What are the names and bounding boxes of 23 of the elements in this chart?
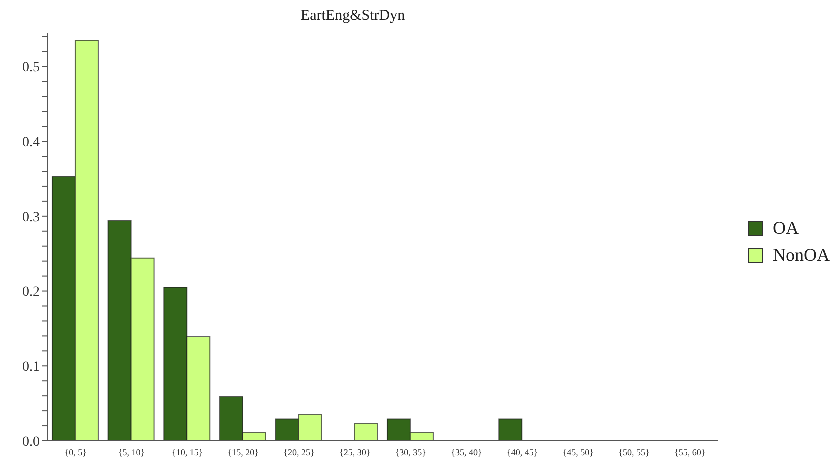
bar bbox=[498, 418, 523, 441]
y-tick-label: 0.5 bbox=[22, 60, 40, 76]
x-tick-label: {15, 20} bbox=[228, 447, 259, 458]
x-tick-label: {50, 55} bbox=[618, 447, 650, 458]
x-tick-label: {40, 45} bbox=[507, 447, 538, 458]
y-tick-label: 0.4 bbox=[22, 136, 40, 151]
x-tick-label: {35, 40} bbox=[451, 447, 482, 458]
x-tick-label: {30, 35} bbox=[395, 447, 426, 458]
x-tick-label: {10, 15} bbox=[172, 447, 204, 458]
chart-title: EartEng&StrDyn bbox=[300, 8, 406, 25]
x-tick-label: {25, 30} bbox=[340, 447, 371, 458]
x-tick-label: {0, 5} bbox=[64, 447, 87, 458]
x-tick-label: {5, 10} bbox=[118, 447, 146, 458]
x-tick-label: {45, 50} bbox=[562, 447, 594, 458]
x-tick-label: {20, 25} bbox=[284, 447, 315, 458]
y-tick-label: 0.1 bbox=[22, 360, 40, 376]
legend-label: NonOA bbox=[773, 245, 830, 266]
legend-label: OA bbox=[773, 218, 799, 239]
y-tick-label: 0.2 bbox=[22, 285, 40, 300]
y-tick-label: 0.3 bbox=[22, 210, 40, 226]
bar bbox=[354, 423, 378, 441]
x-tick-label: {55, 60} bbox=[674, 447, 706, 458]
y-tick-label: 0.0 bbox=[22, 434, 40, 450]
